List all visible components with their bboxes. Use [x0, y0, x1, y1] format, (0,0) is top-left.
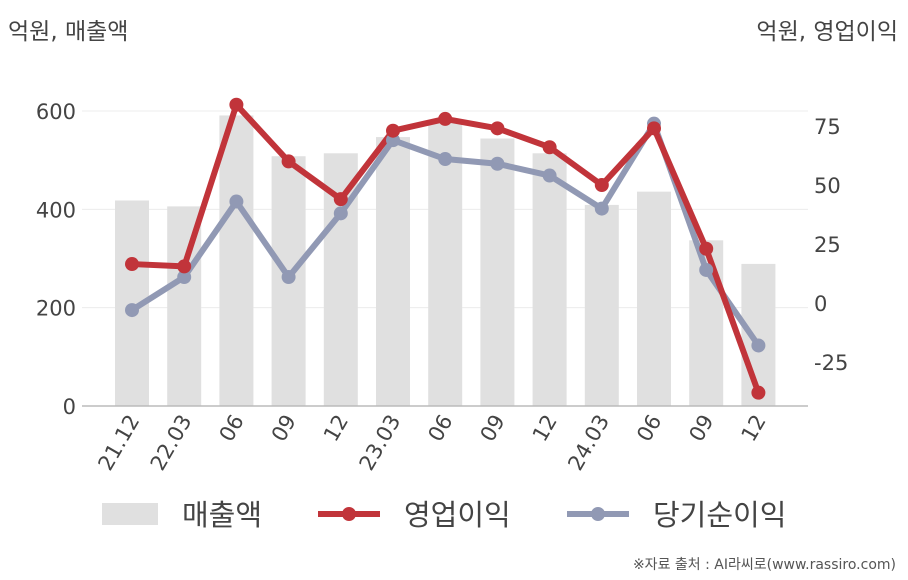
x-tick-label: 12 — [737, 411, 771, 446]
data-point — [438, 111, 453, 126]
left-axis-ticks: 0 200 400 600 — [36, 100, 76, 419]
legend-item: 영업이익 — [318, 498, 511, 532]
bar — [532, 153, 567, 406]
bar — [480, 138, 515, 407]
bar — [584, 204, 619, 406]
bar — [376, 137, 410, 406]
x-tick-label: 22.03 — [146, 411, 197, 475]
legend-label: 매출액 — [182, 498, 262, 532]
left-tick-label: 200 — [36, 297, 76, 321]
data-point — [229, 97, 244, 112]
x-axis-ticks: 21.12 22.03 06 09 12 23.03 06 09 12 24.03 06 09 12 — [93, 411, 770, 475]
x-tick-label: 06 — [215, 411, 249, 446]
data-point — [647, 121, 661, 136]
left-axis-unit: 억원, 매출액 — [8, 19, 129, 45]
x-tick-label: 09 — [684, 411, 718, 446]
x-tick-label: 09 — [267, 411, 301, 446]
right-tick-label: -25 — [814, 351, 848, 375]
right-axis-unit: 억원, 영업이익 — [756, 19, 898, 45]
data-point — [333, 192, 348, 207]
legend-item: 매출액 — [102, 498, 262, 532]
data-point — [751, 338, 766, 353]
bar — [428, 121, 463, 407]
right-tick-label: 75 — [814, 115, 841, 139]
data-point — [490, 121, 505, 136]
data-point — [699, 241, 714, 256]
legend-label: 영업이익 — [404, 498, 511, 532]
legend: 매출액 영업이익 당기순이익 — [102, 498, 786, 532]
data-point — [490, 156, 505, 171]
x-tick-label: 06 — [632, 411, 666, 446]
data-point — [125, 303, 139, 318]
data-point — [386, 123, 400, 138]
data-point — [542, 140, 557, 155]
x-tick-label: 09 — [476, 411, 510, 446]
bar — [637, 191, 671, 406]
legend-label: 당기순이익 — [653, 498, 786, 532]
data-point — [699, 262, 714, 277]
x-tick-label: 23.03 — [354, 411, 405, 475]
bar — [741, 263, 776, 406]
left-tick-label: 400 — [36, 198, 76, 222]
right-axis-ticks: -25 0 25 50 75 — [814, 115, 848, 375]
data-point — [177, 259, 192, 274]
source-note: ※자료 출처 : AI라씨로(www.rassiro.com) — [632, 557, 896, 573]
x-tick-label: 12 — [319, 411, 353, 446]
data-point — [125, 257, 139, 272]
data-point — [594, 201, 609, 216]
data-point — [333, 206, 348, 221]
data-point — [281, 270, 296, 285]
legend-swatch — [102, 503, 158, 525]
x-tick-label: 06 — [423, 411, 457, 446]
legend-item: 당기순이익 — [567, 498, 786, 532]
data-point — [281, 154, 296, 169]
left-tick-label: 0 — [63, 395, 76, 419]
right-tick-label: 50 — [814, 174, 841, 198]
bars-revenue — [115, 115, 776, 407]
data-point — [751, 385, 766, 400]
legend-marker — [342, 507, 356, 521]
x-tick-label: 24.03 — [563, 411, 614, 475]
data-point — [229, 194, 244, 209]
bar — [219, 115, 254, 407]
legend-marker — [591, 507, 605, 521]
data-point — [177, 270, 192, 285]
data-point — [542, 168, 557, 183]
x-tick-label: 21.12 — [93, 411, 144, 475]
data-point — [438, 152, 453, 167]
x-tick-label: 12 — [528, 411, 562, 446]
left-tick-label: 600 — [36, 100, 76, 124]
right-tick-label: 0 — [814, 292, 827, 316]
series-points — [125, 97, 766, 400]
data-point — [594, 178, 609, 192]
right-tick-label: 25 — [814, 233, 841, 257]
